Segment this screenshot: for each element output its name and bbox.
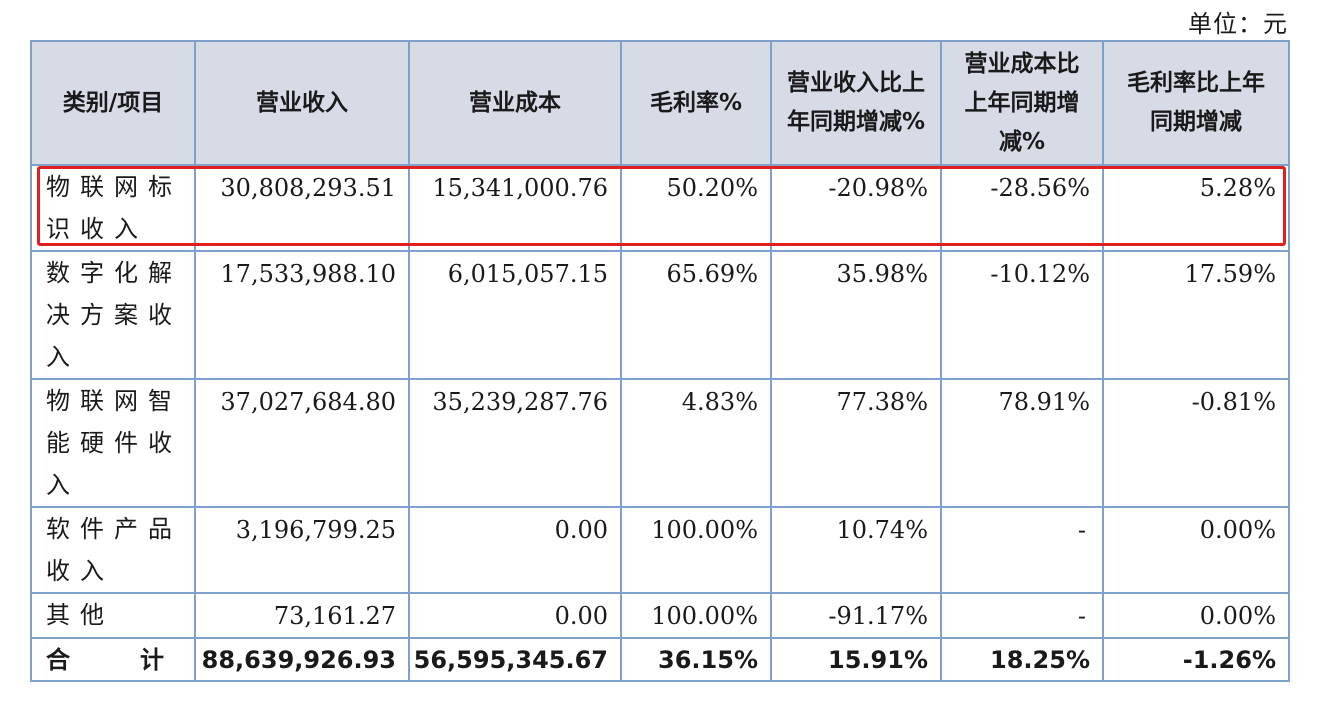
total-cost: 56,595,345.67 <box>408 637 622 682</box>
table-row: 物联网标识收入 30,808,293.51 15,341,000.76 50.2… <box>30 164 1290 252</box>
row-revenue: 17,533,988.10 <box>194 250 410 380</box>
header-cost-change: 营业成本比上年同期增减% <box>940 40 1104 166</box>
row-category: 物联网标识收入 <box>30 164 196 252</box>
row-margin-change: -0.81% <box>1102 378 1290 508</box>
row-cost-change: 78.91% <box>940 378 1104 508</box>
row-revenue: 37,027,684.80 <box>194 378 410 508</box>
total-row: 合 计 88,639,926.93 56,595,345.67 36.15% 1… <box>30 637 1290 682</box>
header-margin-change: 毛利率比上年同期增减 <box>1102 40 1290 166</box>
total-revenue-change: 15.91% <box>770 637 942 682</box>
total-margin: 36.15% <box>620 637 772 682</box>
row-cost-change: -28.56% <box>940 164 1104 252</box>
row-revenue-change: -91.17% <box>770 592 942 639</box>
row-margin-change: 0.00% <box>1102 592 1290 639</box>
row-revenue: 30,808,293.51 <box>194 164 410 252</box>
table-row: 软件产品收入 3,196,799.25 0.00 100.00% 10.74% … <box>30 506 1290 594</box>
row-cost: 0.00 <box>408 592 622 639</box>
row-category: 软件产品收入 <box>30 506 196 594</box>
row-margin: 65.69% <box>620 250 772 380</box>
row-category: 其他 <box>30 592 196 639</box>
row-margin-change: 0.00% <box>1102 506 1290 594</box>
unit-label: 单位：元 <box>1188 10 1288 38</box>
row-cost-change: - <box>940 506 1104 594</box>
header-row: 类别/项目 营业收入 营业成本 毛利率% 营业收入比上年同期增减% 营业成本比上… <box>30 40 1290 166</box>
row-revenue: 73,161.27 <box>194 592 410 639</box>
table-row: 数字化解决方案收入 17,533,988.10 6,015,057.15 65.… <box>30 250 1290 380</box>
total-label: 合 计 <box>30 637 196 682</box>
row-cost-change: -10.12% <box>940 250 1104 380</box>
header-category: 类别/项目 <box>30 40 196 166</box>
row-cost-change: - <box>940 592 1104 639</box>
row-category: 数字化解决方案收入 <box>30 250 196 380</box>
total-revenue: 88,639,926.93 <box>194 637 410 682</box>
row-cost: 15,341,000.76 <box>408 164 622 252</box>
row-cost: 6,015,057.15 <box>408 250 622 380</box>
total-margin-change: -1.26% <box>1102 637 1290 682</box>
total-cost-change: 18.25% <box>940 637 1104 682</box>
row-margin-change: 17.59% <box>1102 250 1290 380</box>
table-row: 其他 73,161.27 0.00 100.00% -91.17% - 0.00… <box>30 592 1290 639</box>
row-category: 物联网智能硬件收入 <box>30 378 196 508</box>
header-cost: 营业成本 <box>408 40 622 166</box>
table-row: 物联网智能硬件收入 37,027,684.80 35,239,287.76 4.… <box>30 378 1290 508</box>
total-label-right: 计 <box>140 645 164 674</box>
total-label-left: 合 <box>46 645 70 674</box>
row-margin: 100.00% <box>620 592 772 639</box>
row-margin: 4.83% <box>620 378 772 508</box>
header-revenue: 营业收入 <box>194 40 410 166</box>
row-revenue-change: 77.38% <box>770 378 942 508</box>
row-cost: 0.00 <box>408 506 622 594</box>
row-cost: 35,239,287.76 <box>408 378 622 508</box>
header-margin: 毛利率% <box>620 40 772 166</box>
row-revenue-change: 10.74% <box>770 506 942 594</box>
row-margin-change: 5.28% <box>1102 164 1290 252</box>
row-revenue-change: 35.98% <box>770 250 942 380</box>
revenue-breakdown-table: 类别/项目 营业收入 营业成本 毛利率% 营业收入比上年同期增减% 营业成本比上… <box>30 40 1290 682</box>
row-margin: 50.20% <box>620 164 772 252</box>
row-revenue: 3,196,799.25 <box>194 506 410 594</box>
row-revenue-change: -20.98% <box>770 164 942 252</box>
row-margin: 100.00% <box>620 506 772 594</box>
header-revenue-change: 营业收入比上年同期增减% <box>770 40 942 166</box>
